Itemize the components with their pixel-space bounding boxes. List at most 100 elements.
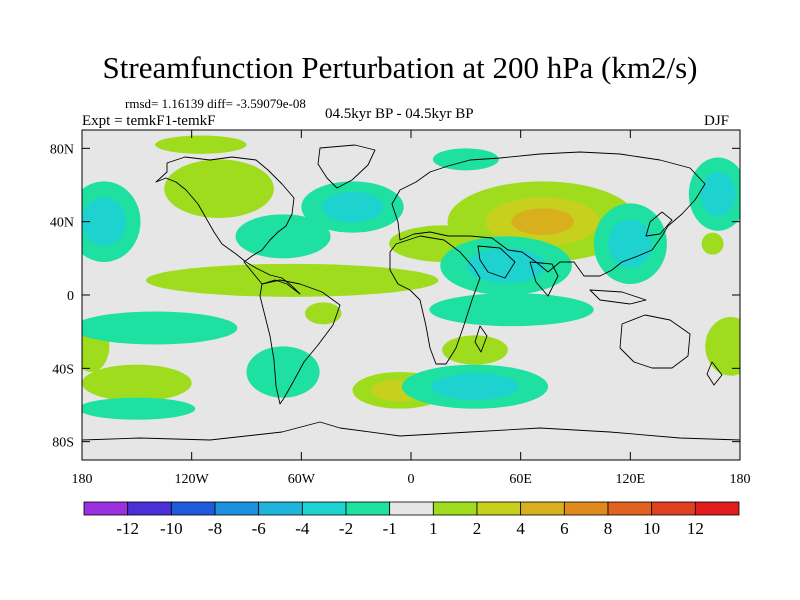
colorbar-label: -12 xyxy=(116,519,139,538)
axis-ticks: 180 120W 60W 0 60E 120E 180 80N 40N 0 40S 80S xyxy=(50,130,751,487)
season-label: DJF xyxy=(704,113,730,129)
coast-japan xyxy=(645,211,673,237)
colorbar-swatch xyxy=(607,501,653,516)
colorbar-swatch xyxy=(651,501,696,516)
colorbar: -12 -10 -8 -6 -4 -2 -1 1 2 4 6 8 10 12 xyxy=(83,501,740,538)
colorbar-swatch xyxy=(83,501,129,516)
colorbar-swatch xyxy=(694,501,740,516)
anomaly-18 xyxy=(82,397,196,420)
period-label: 04.5kyr BP - 04.5kyr BP xyxy=(325,106,474,122)
plot-area xyxy=(82,130,740,460)
coast-greenland xyxy=(317,144,376,189)
anomaly-outer xyxy=(82,311,238,345)
colorbar-label: 8 xyxy=(604,519,613,538)
anomaly-core xyxy=(466,248,546,284)
colorbar-swatch xyxy=(432,501,478,516)
x-tick-label: 60E xyxy=(509,472,532,487)
colorbar-label: -10 xyxy=(160,519,183,538)
colorbar-swatch xyxy=(345,501,391,516)
y-tick-label: 80N xyxy=(50,142,74,157)
anomaly-9 xyxy=(440,236,572,295)
y-tick-label: 0 xyxy=(67,289,74,304)
anomaly-7 xyxy=(432,148,499,171)
coast-madagascar xyxy=(474,325,488,353)
colorbar-swatch xyxy=(476,501,522,516)
anomaly-11 xyxy=(593,203,667,284)
anomaly-layer xyxy=(82,135,740,420)
coast-india xyxy=(529,261,559,297)
anomaly-outer xyxy=(155,135,247,154)
anomaly-outer xyxy=(304,302,342,325)
colorbar-label: -6 xyxy=(252,519,266,538)
colorbar-label: 6 xyxy=(560,519,569,538)
coast-eurasia xyxy=(391,151,706,277)
colorbar-swatch xyxy=(389,501,434,516)
anomaly-14 xyxy=(705,317,740,376)
anomaly-core xyxy=(82,197,126,246)
anomaly-1 xyxy=(164,159,274,219)
coast-indonesia xyxy=(589,289,647,305)
coast-australia xyxy=(619,314,691,369)
x-tick-label: 180 xyxy=(72,472,93,487)
experiment-label: Expt = temkF1-temkF xyxy=(82,113,216,129)
colorbar-swatch xyxy=(214,501,260,516)
anomaly-20 xyxy=(304,302,342,325)
anomaly-outer xyxy=(164,159,274,219)
anomaly-23 xyxy=(442,335,508,365)
anomaly-core xyxy=(700,172,736,217)
anomaly-22 xyxy=(401,364,549,409)
stats-label: rmsd= 1.16139 diff= -3.59079e-08 xyxy=(125,96,306,111)
chart-title: Streamfunction Perturbation at 200 hPa (… xyxy=(102,50,698,85)
coast-south-america xyxy=(259,279,341,405)
anomaly-core xyxy=(321,191,384,223)
anomaly-core xyxy=(431,373,519,400)
colorbar-label: 1 xyxy=(429,519,438,538)
anomaly-outer xyxy=(442,335,508,365)
colorbar-label: 4 xyxy=(516,519,525,538)
coast-north-america xyxy=(155,156,301,295)
x-tick-label: 180 xyxy=(730,472,751,487)
y-tick-label: 80S xyxy=(52,436,74,451)
anomaly-outer xyxy=(705,317,740,376)
colorbar-swatch xyxy=(301,501,347,516)
anomaly-2 xyxy=(155,135,247,154)
anomaly-outer xyxy=(235,214,331,259)
coast-arabia xyxy=(477,245,516,279)
y-tick-label: 40S xyxy=(52,362,74,377)
x-tick-label: 60W xyxy=(288,472,316,487)
coast-africa xyxy=(389,235,481,365)
colorbar-swatch xyxy=(170,501,216,516)
coastline-layer xyxy=(82,144,740,441)
anomaly-5 xyxy=(145,263,439,297)
anomaly-outer xyxy=(432,148,499,171)
x-tick-label: 0 xyxy=(408,472,415,487)
colorbar-swatch xyxy=(127,501,172,516)
anomaly-17 xyxy=(82,364,192,402)
colorbar-swatch xyxy=(258,501,303,516)
anomaly-16 xyxy=(82,311,238,345)
anomaly-10 xyxy=(429,293,594,327)
x-tick-label: 120E xyxy=(616,472,646,487)
colorbar-label: -1 xyxy=(383,519,397,538)
anomaly-13 xyxy=(701,232,724,255)
anomaly-outer xyxy=(246,346,320,398)
colorbar-label: -4 xyxy=(295,519,310,538)
coast-antarctica xyxy=(82,421,740,441)
colorbar-label: 10 xyxy=(643,519,660,538)
anomaly-12 xyxy=(688,157,740,231)
anomaly-19 xyxy=(246,346,320,398)
colorbar-label: -2 xyxy=(339,519,353,538)
anomaly-outer xyxy=(145,263,439,297)
anomaly-outer xyxy=(82,397,196,420)
anomaly-peak xyxy=(511,208,574,235)
anomaly-3 xyxy=(235,214,331,259)
colorbar-swatch xyxy=(520,501,565,516)
coast-new-zealand xyxy=(706,361,723,386)
y-tick-label: 40N xyxy=(50,216,74,231)
colorbar-label: -8 xyxy=(208,519,222,538)
anomaly-4 xyxy=(301,181,404,233)
anomaly-outer xyxy=(82,364,192,402)
colorbar-label: 2 xyxy=(473,519,482,538)
anomaly-outer xyxy=(429,293,594,327)
